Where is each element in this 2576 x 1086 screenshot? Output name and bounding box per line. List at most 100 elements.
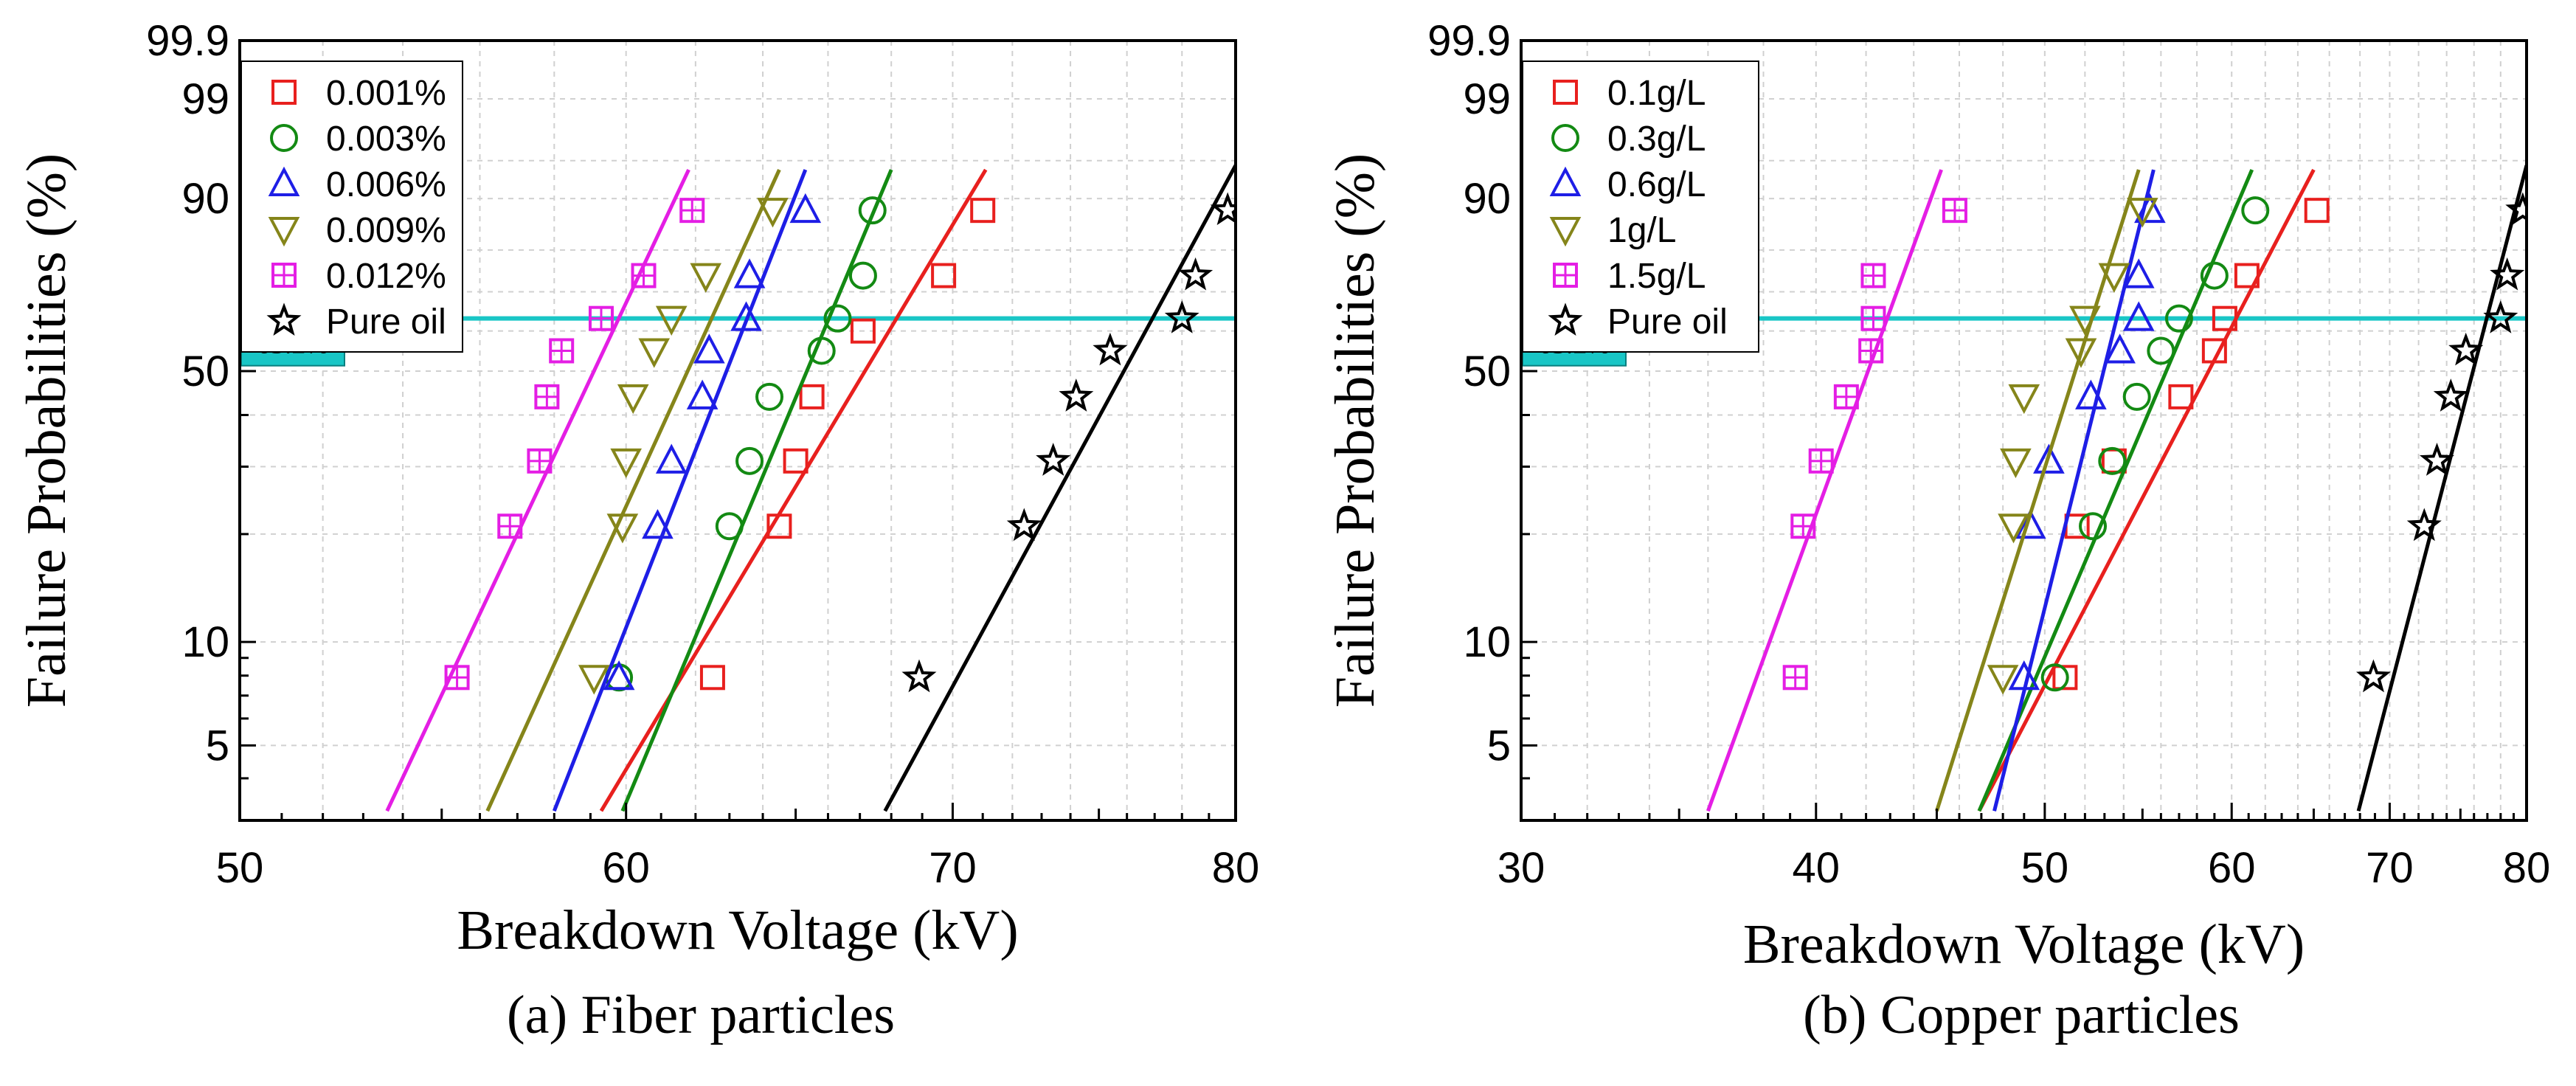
y-tick-label: 50	[1463, 347, 1511, 395]
legend: 0.001% 0.003% 0.006% 0.009% 0.012% Pure oil	[240, 60, 463, 353]
data-point	[2355, 659, 2391, 693]
x-tick-label: 70	[929, 844, 977, 892]
legend-item: 0.009%	[268, 211, 446, 250]
data-point	[642, 508, 674, 539]
data-point	[444, 665, 470, 691]
data-point	[931, 263, 957, 288]
series-5	[385, 168, 705, 812]
legend-item: 0.1g/L	[1553, 74, 1706, 113]
series-5	[1706, 169, 1967, 812]
legend-label: 1.5g/L	[1607, 257, 1706, 296]
data-point	[2406, 508, 2442, 542]
legend-marker	[266, 302, 302, 336]
legend-item: 1.5g/L	[1553, 257, 1706, 296]
legend-item: 0.012%	[271, 257, 446, 296]
x-axis: 50 60 70 80 Breakdown Voltage (kV)	[216, 803, 1260, 961]
y-tick-label: 5	[206, 722, 229, 769]
data-point	[2433, 378, 2468, 412]
fit-line	[1706, 169, 1943, 812]
x-tick-label: 60	[602, 844, 650, 892]
data-point	[757, 198, 789, 228]
data-point	[2505, 192, 2527, 226]
legend-marker	[268, 217, 300, 247]
data-point	[617, 384, 649, 415]
data-point	[2098, 446, 2127, 475]
x-tick-label: 80	[2503, 844, 2551, 892]
data-point	[655, 305, 688, 336]
y-tick-label: 10	[1463, 618, 1511, 666]
legend-item: 1g/L	[1549, 211, 1676, 250]
data-point	[2052, 665, 2078, 691]
x-tick-label: 70	[2366, 844, 2414, 892]
legend-label: 0.006%	[326, 165, 446, 204]
legend-marker	[1553, 263, 1578, 288]
legend-label: 0.3g/L	[1607, 120, 1706, 159]
data-point	[730, 301, 762, 331]
data-point	[1210, 192, 1236, 226]
data-point	[1858, 338, 1884, 364]
data-point	[606, 513, 639, 544]
data-point	[655, 443, 688, 474]
series-1	[599, 168, 996, 812]
legend-label: Pure oil	[326, 302, 446, 342]
data-point	[715, 512, 744, 541]
data-point	[2126, 198, 2158, 228]
subplot-caption: (b) Copper particles	[1803, 985, 2240, 1045]
x-tick-label: 80	[1212, 844, 1260, 892]
legend-item: Pure oil	[266, 302, 446, 342]
data-point	[823, 304, 852, 333]
data-point	[1860, 305, 1886, 331]
y-tick-label: 99	[1463, 75, 1511, 123]
data-point	[588, 305, 614, 331]
legend-label: 0.003%	[326, 120, 446, 159]
data-point	[733, 258, 766, 288]
data-point	[549, 338, 575, 364]
series-layer	[1706, 165, 2527, 812]
legend-item: 0.3g/L	[1551, 120, 1706, 159]
data-point	[1987, 665, 2019, 695]
legend-label: 0.012%	[326, 257, 446, 296]
legend-label: 1g/L	[1607, 211, 1676, 250]
data-point	[534, 384, 560, 409]
fit-line	[620, 169, 893, 812]
legend-item: 0.6g/L	[1549, 165, 1706, 204]
data-point	[1006, 508, 1042, 542]
data-point	[2234, 263, 2260, 288]
y-axis: 5 10 50 90 99 99.9 Failure Probabilities (%)	[1324, 17, 1537, 822]
legend-marker	[271, 80, 297, 105]
data-point	[807, 336, 836, 365]
y-axis: 5 10 50 90 99 99.9 Failure Probabilities (%)	[15, 17, 256, 822]
data-point	[2490, 257, 2525, 291]
data-point	[686, 379, 719, 409]
series-6	[883, 164, 1236, 812]
legend-marker	[270, 124, 298, 152]
data-point	[2122, 382, 2151, 411]
legend-box	[240, 60, 463, 353]
fit-line	[883, 164, 1236, 812]
data-point	[2000, 448, 2032, 479]
y-tick-label: 50	[181, 347, 229, 395]
series-3	[552, 169, 822, 812]
data-point	[2008, 660, 2040, 691]
data-point	[2134, 193, 2166, 224]
series-layer	[385, 164, 1236, 812]
data-point	[2008, 384, 2040, 415]
data-point	[2419, 443, 2454, 476]
data-point	[690, 263, 722, 293]
y-tick-label: 90	[181, 175, 229, 223]
x-tick-label: 30	[1498, 844, 1545, 892]
data-point	[610, 448, 643, 479]
data-point	[1942, 198, 1967, 224]
data-point	[2075, 379, 2107, 409]
data-point	[1998, 513, 2029, 544]
data-point	[2168, 384, 2194, 409]
data-point	[1860, 263, 1886, 288]
data-point	[735, 446, 764, 475]
legend-box	[1522, 60, 1759, 353]
data-point	[1036, 443, 1071, 476]
data-point	[2304, 198, 2330, 224]
data-point	[527, 448, 553, 474]
data-point	[497, 513, 523, 539]
